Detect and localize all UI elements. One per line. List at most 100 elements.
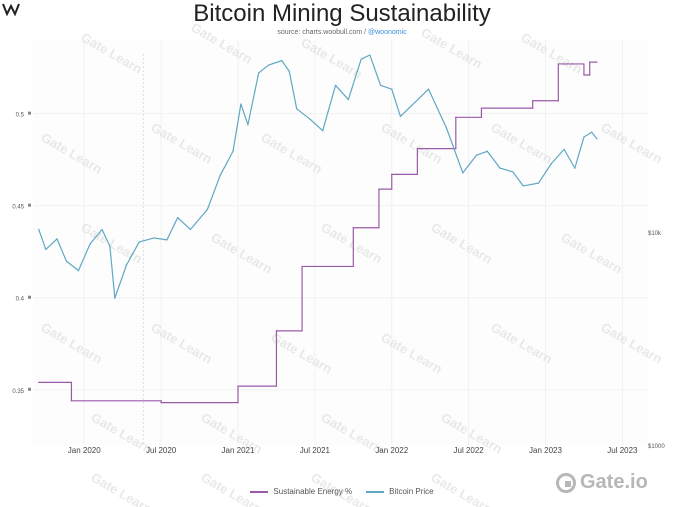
woobull-w-logo-icon bbox=[2, 2, 20, 17]
bitcoin-price-line-point bbox=[38, 228, 40, 231]
bitcoin-price-line-point bbox=[101, 228, 103, 231]
bitcoin-price-line-point bbox=[360, 58, 362, 60]
bitcoin-price-line-point bbox=[583, 136, 585, 138]
bitcoin-price-line-point bbox=[550, 163, 552, 165]
x-tick-label: Jan 2020 bbox=[68, 446, 101, 455]
sustainable-energy-line-point bbox=[589, 61, 591, 63]
legend-item-bitcoin-price[interactable]: Bitcoin Price bbox=[366, 487, 434, 496]
sustainable-energy-line-point bbox=[532, 100, 534, 102]
bitcoin-price-line-segment bbox=[288, 70, 298, 110]
bitcoin-price-line-segment bbox=[369, 54, 382, 86]
bitcoin-price-line-point bbox=[189, 228, 192, 231]
bitcoin-price-line-point bbox=[574, 167, 576, 169]
sustainable-energy-line-point bbox=[275, 330, 278, 332]
sustainable-energy-line-point bbox=[416, 173, 418, 175]
sustainable-energy-line-point bbox=[378, 188, 380, 190]
bitcoin-price-line-segment bbox=[583, 131, 593, 138]
bitcoin-price-line-group bbox=[38, 54, 598, 299]
bitcoin-price-line-point bbox=[347, 98, 349, 101]
left-tick-mark bbox=[28, 203, 31, 207]
sustainable-energy-line-point bbox=[416, 148, 418, 150]
bitcoin-price-line-segment bbox=[65, 260, 80, 272]
gate-io-brand: Gate.io bbox=[556, 471, 648, 494]
source-handle-link[interactable]: @woonomic bbox=[368, 29, 407, 36]
bitcoin-price-line-segment bbox=[101, 228, 111, 247]
bitcoin-price-line-segment bbox=[219, 150, 234, 176]
sustainable-energy-line-point bbox=[38, 381, 40, 384]
chart-legend: Sustainable Energy % Bitcoin Price bbox=[0, 487, 684, 496]
bitcoin-price-line-segment bbox=[281, 60, 290, 72]
bitcoin-price-line-point bbox=[153, 237, 155, 239]
bitcoin-price-line-point bbox=[427, 88, 430, 90]
bitcoin-price-line-segment bbox=[399, 88, 430, 118]
bitcoin-price-line-segment bbox=[258, 64, 270, 74]
bitcoin-price-line-segment bbox=[427, 88, 447, 129]
bitcoin-price-line-point bbox=[591, 131, 593, 133]
bitcoin-price-line-point bbox=[109, 245, 111, 247]
bitcoin-price-line-segment bbox=[77, 243, 91, 272]
legend-item-sustainable-energy[interactable]: Sustainable Energy % bbox=[250, 487, 352, 496]
bitcoin-price-line-point bbox=[45, 248, 47, 251]
bitcoin-price-line-point bbox=[206, 208, 209, 210]
bitcoin-price-line-segment bbox=[334, 84, 349, 101]
bitcoin-price-line-segment bbox=[38, 228, 47, 251]
sustainable-energy-line-point bbox=[532, 107, 534, 109]
bitcoin-price-line-point bbox=[512, 171, 514, 173]
bitcoin-price-line-point bbox=[379, 84, 382, 86]
bitcoin-price-line-segment bbox=[522, 182, 540, 187]
bitcoin-price-line-segment bbox=[138, 237, 155, 243]
bitcoin-price-line-segment bbox=[232, 103, 242, 152]
bitcoin-price-line-point bbox=[499, 167, 501, 169]
bitcoin-price-line-point bbox=[486, 150, 488, 152]
bitcoin-price-line-point bbox=[77, 269, 80, 272]
x-tick-label: Jul 2023 bbox=[607, 446, 638, 455]
bitcoin-price-line-point bbox=[114, 297, 116, 299]
x-tick-label: Jul 2021 bbox=[300, 446, 331, 455]
bitcoin-price-line-point bbox=[281, 60, 283, 62]
bitcoin-price-line-point bbox=[445, 127, 447, 129]
sustainable-energy-line-point bbox=[237, 385, 239, 387]
left-tick-mark bbox=[28, 111, 31, 115]
legend-label-bitcoin-price: Bitcoin Price bbox=[389, 487, 434, 496]
chart-source: source: charts.woobull.com / @woonomic bbox=[0, 29, 684, 36]
sustainable-energy-line-point bbox=[391, 188, 393, 190]
x-tick-label: Jan 2022 bbox=[375, 446, 408, 455]
chart-title: Bitcoin Mining Sustainability bbox=[193, 0, 491, 27]
bitcoin-price-line-segment bbox=[177, 217, 192, 231]
bitcoin-price-line-segment bbox=[56, 238, 68, 262]
bitcoin-price-line-segment bbox=[445, 127, 464, 174]
sustainable-energy-line-point bbox=[301, 265, 303, 268]
bitcoin-price-line-point bbox=[56, 238, 58, 240]
bitcoin-price-line-segment bbox=[189, 208, 209, 231]
sustainable-energy-line-point bbox=[237, 402, 239, 404]
bitcoin-price-line-segment bbox=[537, 163, 552, 184]
bitcoin-price-line-segment bbox=[89, 228, 103, 245]
bitcoin-price-line-segment bbox=[475, 150, 488, 156]
bitcoin-price-line-segment bbox=[247, 72, 260, 126]
x-tick-label: Jul 2022 bbox=[454, 446, 485, 455]
sustainable-energy-line-point bbox=[70, 381, 73, 384]
bitcoin-price-line-segment bbox=[347, 58, 362, 101]
right-tick-label: $1000 bbox=[648, 444, 665, 450]
source-prefix: source: charts.woobull.com / bbox=[277, 29, 367, 36]
bitcoin-price-line-segment bbox=[309, 118, 324, 132]
sustainable-energy-line-point bbox=[160, 402, 162, 404]
bitcoin-price-line-point bbox=[296, 108, 298, 110]
bitcoin-price-line-point bbox=[462, 172, 464, 174]
sustainable-energy-line-point bbox=[557, 63, 559, 65]
bitcoin-price-line-point bbox=[177, 217, 179, 219]
bitcoin-price-line-segment bbox=[486, 150, 501, 169]
bitcoin-price-line-point bbox=[596, 138, 598, 140]
sustainable-energy-line-point bbox=[596, 61, 598, 63]
bitcoin-price-line-segment bbox=[240, 103, 249, 126]
bitcoin-price-line-point bbox=[369, 54, 371, 56]
sustainable-energy-line-point bbox=[391, 173, 393, 175]
left-tick-mark bbox=[28, 295, 31, 299]
bitcoin-price-line-segment bbox=[499, 167, 514, 173]
left-tick-label: 0.45 bbox=[12, 205, 24, 211]
sustainable-energy-line-point bbox=[70, 400, 73, 402]
sustainable-energy-line-point bbox=[455, 148, 457, 150]
bitcoin-price-line-segment bbox=[512, 171, 524, 187]
bitcoin-price-line-segment bbox=[462, 154, 478, 174]
sustainable-energy-line-point bbox=[352, 265, 354, 268]
